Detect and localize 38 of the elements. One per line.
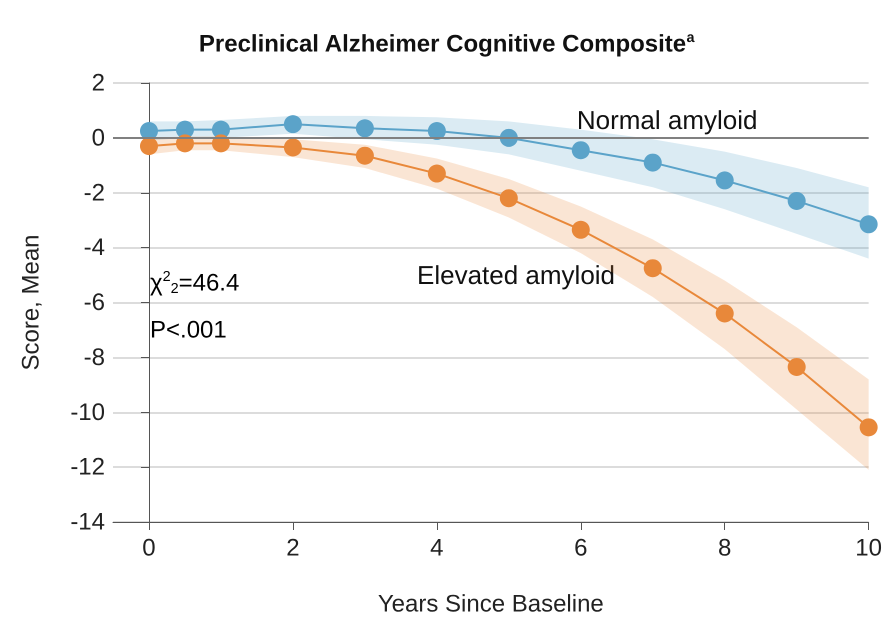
- point: [572, 220, 590, 239]
- x-tick-label: 6: [574, 534, 588, 562]
- point: [284, 138, 302, 156]
- y-tick-label: -2: [84, 179, 105, 206]
- y-tick-label: 0: [92, 124, 105, 152]
- annotation: P<.001: [150, 316, 227, 344]
- series-label: Elevated amyloid: [417, 260, 616, 290]
- point: [572, 141, 590, 160]
- point: [284, 115, 302, 134]
- point: [428, 164, 446, 183]
- series-label: Normal amyloid: [576, 105, 758, 136]
- x-tick-label: 2: [286, 534, 300, 562]
- y-tick-label: -6: [84, 289, 105, 316]
- point: [860, 418, 878, 436]
- point: [428, 122, 446, 140]
- x-tick-label: 0: [142, 534, 156, 562]
- y-tick-label: -12: [70, 454, 105, 481]
- point: [716, 304, 734, 322]
- point: [500, 189, 518, 208]
- point: [356, 119, 374, 138]
- point: [716, 171, 734, 190]
- y-tick-label: -10: [70, 398, 105, 426]
- y-axis-title: Score, Mean: [18, 234, 44, 371]
- point: [644, 154, 662, 172]
- x-tick-label: 4: [430, 534, 444, 562]
- point: [860, 215, 878, 234]
- y-tick-label: -4: [84, 234, 105, 262]
- x-tick-label: 10: [855, 534, 882, 562]
- point: [788, 358, 806, 376]
- point: [140, 137, 158, 156]
- x-tick-label: 8: [718, 534, 732, 562]
- y-tick-label: -8: [84, 344, 105, 371]
- point: [644, 259, 662, 278]
- point: [788, 192, 806, 210]
- y-tick-label: 2: [92, 70, 105, 96]
- y-tick-label: -14: [70, 508, 105, 536]
- point: [356, 146, 374, 165]
- x-axis-title: Years Since Baseline: [378, 590, 604, 618]
